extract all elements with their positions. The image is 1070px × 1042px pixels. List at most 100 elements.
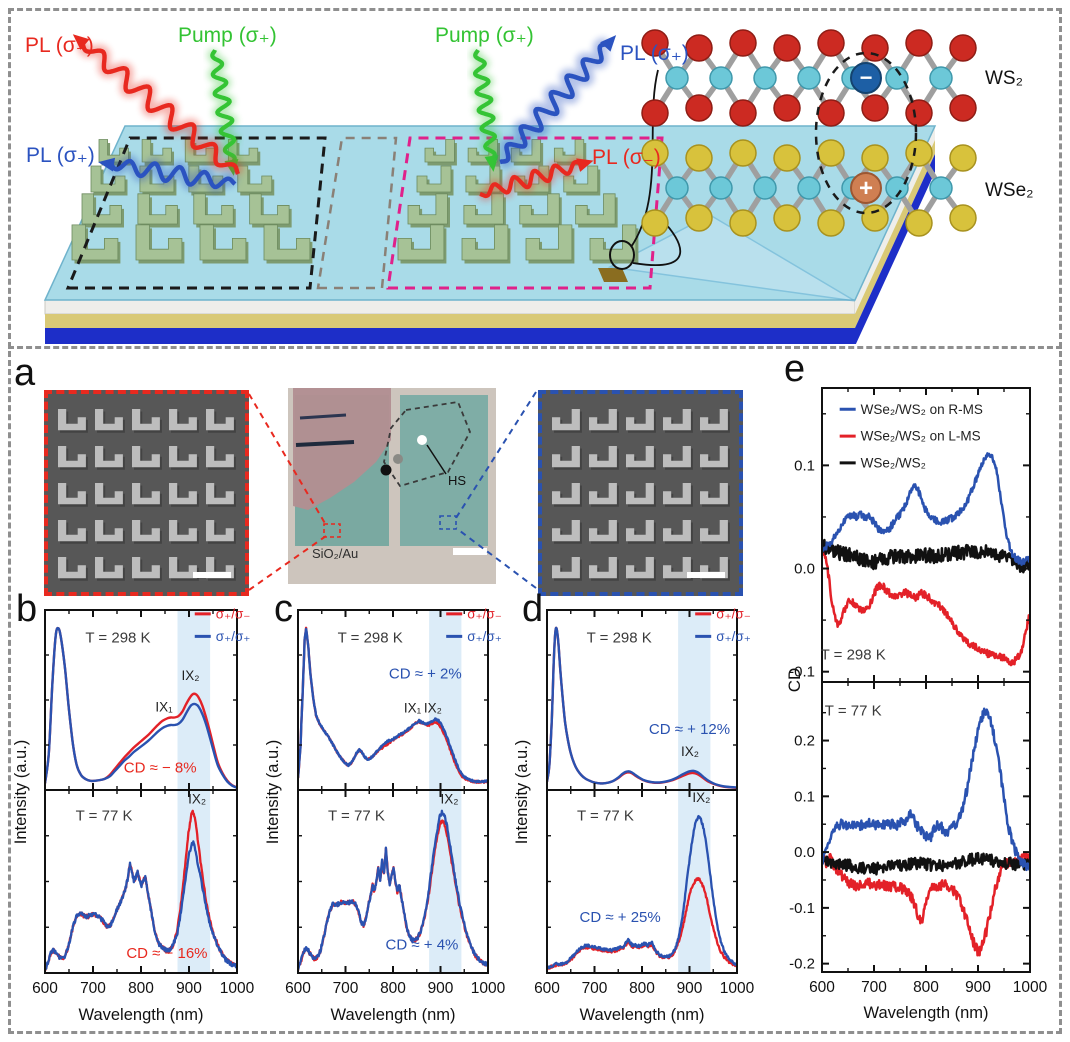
d77-chart: 600 700 800 900 1000 T = 77 K IX₂ CD ≈ + 25% [534, 789, 755, 997]
film-corner [607, 214, 856, 302]
d298-annotation: T = 298 K [587, 630, 652, 647]
b298-highlight-band [177, 610, 211, 790]
e298-legend-label: WSe₂/WS₂ on L-MS [861, 429, 981, 444]
c298-legend-label: σ₊/σ₊ [467, 629, 502, 644]
wse2-label: WSe₂ [985, 180, 1034, 201]
black-marker-dot [380, 464, 392, 476]
c298-chart: T = 298 K IX₁ IX₂ CD ≈ + 2% σ₊/σ₋ σ₊/σ₊ [297, 606, 502, 791]
e77-series-on-L-MS [822, 851, 1030, 957]
panel-b-svg: T = 298 K IX₁ IX₂ CD ≈ − 8% σ₊/σ₋ σ₊/σ₊ 600 700… [12, 606, 255, 1024]
substrate-label: SiO₂/Au [312, 546, 358, 561]
b77-xtick-label: 900 [176, 980, 202, 997]
optical-micrograph: HS SiO₂/Au [288, 388, 496, 584]
b298-series-sigma-plus-plus [45, 626, 237, 789]
d77-annotation: IX₂ [692, 790, 710, 805]
c77-chart: 600 700 800 900 1000 T = 77 K IX₂ CD ≈ + 4% [285, 789, 506, 997]
e77-annotation: T = 77 K [825, 702, 882, 719]
sem-image-right [538, 390, 743, 596]
magnifier-circle [609, 240, 635, 270]
e298-legend-label: WSe₂/WS₂ on R-MS [861, 402, 983, 417]
pl-minus-left-label: PL (σ₋) [25, 34, 94, 57]
e298-series-on-R-MS [822, 452, 1030, 566]
e77-xtick-label: 1000 [1013, 979, 1048, 996]
b77-series-group [45, 809, 237, 972]
b77-xtick-label: 700 [80, 980, 106, 997]
e77-ytick-label: -0.2 [789, 956, 815, 973]
d298-chart: T = 298 K IX₂ CD ≈ + 12% σ₊/σ₋ σ₊/σ₊ [546, 606, 751, 791]
left-array-dashed-box [65, 136, 327, 290]
c77-xtick-label: 900 [428, 980, 454, 997]
b77-annotation: CD ≈ − 16% [126, 945, 207, 962]
d77-series-group [547, 814, 737, 971]
pump-right-label: Pump (σ₊) [435, 24, 534, 47]
panel-a-letter: a [14, 352, 36, 394]
c298-series-group [298, 626, 488, 784]
white-marker-dot [417, 435, 427, 445]
hs-label: HS [448, 473, 466, 488]
panel-d-xlabel: Wavelength (nm) [579, 1006, 704, 1024]
b77-xtick-label: 600 [32, 980, 58, 997]
pump-wave-right [469, 47, 501, 172]
pl-minus-wave-left [72, 34, 244, 177]
panel-d-letter: d [522, 588, 544, 630]
c77-series-sigma-plus-plus [298, 809, 488, 971]
pl-plus-wave-right [498, 35, 617, 169]
d77-xtick-label: 800 [629, 980, 655, 997]
sem-structure-array [58, 409, 236, 581]
c298-annotation: CD ≈ + 2% [389, 665, 462, 682]
d298-series-group [547, 626, 737, 789]
b298-annotation: CD ≈ − 8% [124, 760, 197, 777]
panel-e-ylabel: CD [788, 668, 804, 693]
e77-ytick-label: 0.1 [794, 788, 815, 805]
c298-legend-label: σ₊/σ₋ [467, 606, 502, 621]
c77-series-group [298, 809, 488, 971]
schematic-graphics [43, 29, 977, 344]
d298-legend-label: σ₊/σ₊ [716, 629, 751, 644]
d77-xtick-label: 1000 [720, 980, 755, 997]
ws2-label: WS₂ [985, 68, 1023, 89]
hs-pointer-line [426, 444, 447, 475]
panel-e-svg: 0.1 0.0 -0.1 T = 298 K WSe₂/WS₂ on R-MS WSe₂/… [788, 387, 1048, 1022]
d298-highlight-band [678, 610, 711, 790]
c298-series-sigma-plus-plus [298, 627, 488, 784]
d298-annotation: CD ≈ + 12% [649, 721, 730, 738]
d298-series-sigma-plus-plus [547, 626, 737, 789]
c298-annotation: T = 298 K [338, 630, 403, 647]
e298-annotation: T = 298 K [821, 646, 886, 663]
e77-series-bare-HS [822, 851, 1030, 876]
substrate-side-gold [855, 140, 935, 328]
e298-series-bare-HS [822, 538, 1030, 574]
electron-minus-sign: − [860, 65, 873, 90]
substrate-gold-layer [45, 314, 855, 328]
e298-ytick-label: 0.1 [794, 457, 815, 474]
e298-chart: 0.1 0.0 -0.1 T = 298 K WSe₂/WS₂ on R-MS WSe₂/… [789, 387, 1031, 683]
panel-d-svg: T = 298 K IX₂ CD ≈ + 12% σ₊/σ₋ σ₊/σ₊ 600 700 80… [513, 606, 755, 1024]
e298-series-on-L-MS [822, 545, 1030, 667]
e298-legend-label: WSe₂/WS₂ [861, 455, 926, 470]
sem-image-left [44, 390, 249, 596]
ws2-lattice [641, 29, 977, 127]
e77-xtick-label: 800 [913, 979, 939, 996]
hole-plus-sign: + [859, 175, 873, 202]
d77-xtick-label: 600 [534, 980, 560, 997]
e77-ytick-label: 0.0 [794, 844, 815, 861]
e77-xtick-label: 600 [809, 979, 835, 996]
substrate-side-white [855, 126, 935, 314]
pl-plus-left-label: PL (σ₊) [26, 144, 95, 167]
gold-pad [598, 268, 628, 282]
pl-minus-wave-right [478, 156, 594, 202]
b77-xtick-label: 1000 [220, 980, 255, 997]
c77-xtick-label: 1000 [471, 980, 506, 997]
panel-c-ylabel: Intensity (a.u.) [264, 740, 282, 845]
c77-annotation: IX₂ [441, 792, 459, 807]
e77-series-on-R-MS [822, 707, 1030, 872]
b298-legend-label: σ₊/σ₊ [216, 629, 251, 644]
b298-chart: T = 298 K IX₁ IX₂ CD ≈ − 8% σ₊/σ₋ σ₊/σ₊ [44, 606, 251, 791]
c298-annotation: IX₂ [424, 701, 442, 716]
c77-annotation: CD ≈ + 4% [386, 936, 459, 953]
d298-annotation: IX₂ [681, 744, 699, 759]
d77-series-sigma-plus-plus [547, 814, 737, 970]
sem-scale-bar [193, 572, 231, 578]
